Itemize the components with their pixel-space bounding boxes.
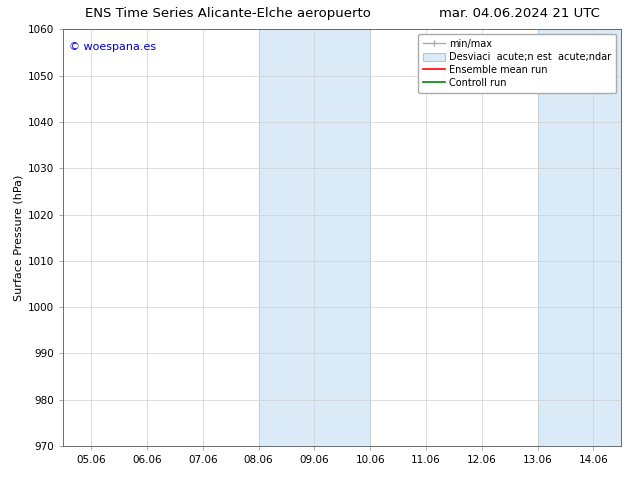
Legend: min/max, Desviaci  acute;n est  acute;ndar, Ensemble mean run, Controll run: min/max, Desviaci acute;n est acute;ndar… [418, 34, 616, 93]
Text: ENS Time Series Alicante-Elche aeropuerto: ENS Time Series Alicante-Elche aeropuert… [86, 7, 371, 21]
Text: mar. 04.06.2024 21 UTC: mar. 04.06.2024 21 UTC [439, 7, 600, 21]
Bar [538, 29, 621, 446]
Y-axis label: Surface Pressure (hPa): Surface Pressure (hPa) [14, 174, 24, 301]
Bar [259, 29, 370, 446]
Text: © woespana.es: © woespana.es [69, 42, 156, 52]
